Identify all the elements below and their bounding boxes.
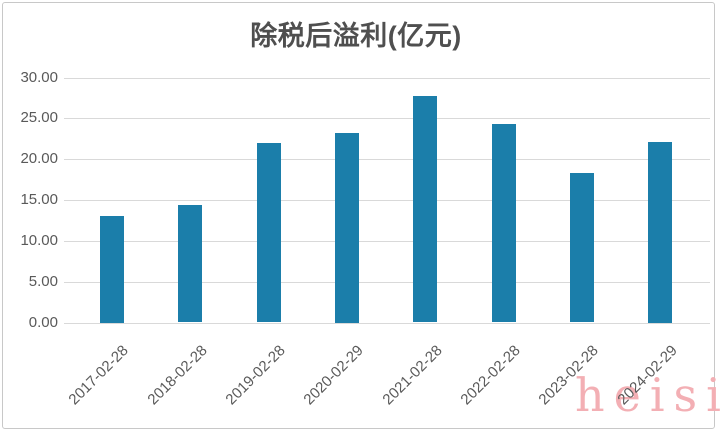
gridline	[64, 281, 710, 283]
gridline	[64, 118, 710, 120]
gridline	[64, 77, 710, 79]
y-axis-tick-label: 10.00	[20, 231, 58, 249]
gridline	[64, 322, 710, 324]
y-axis-tick-label: 15.00	[20, 191, 58, 208]
gridline	[64, 240, 710, 242]
watermark: heisi	[575, 368, 722, 422]
y-axis-tick-label: 20.00	[20, 150, 58, 168]
bar-2018-02-28	[178, 204, 203, 323]
bar-2023-02-28	[570, 173, 594, 323]
bar-2020-02-29	[335, 133, 359, 323]
y-axis-tick-label: 5.00	[28, 272, 58, 290]
bar-2017-02-28	[100, 215, 124, 323]
y-axis-tick-label: 25.00	[20, 109, 58, 127]
bar-2021-02-28	[413, 96, 438, 323]
gridline	[64, 159, 710, 161]
y-axis-tick-label: 30.00	[20, 68, 58, 86]
gridline	[64, 200, 710, 201]
bar-2019-02-28	[256, 142, 281, 323]
y-axis-tick-label: 0.00	[28, 313, 58, 331]
bar-2024-02-29	[648, 142, 673, 323]
bar-2022-02-28	[491, 124, 516, 323]
chart-title: 除税后溢利(亿元)	[250, 21, 462, 51]
